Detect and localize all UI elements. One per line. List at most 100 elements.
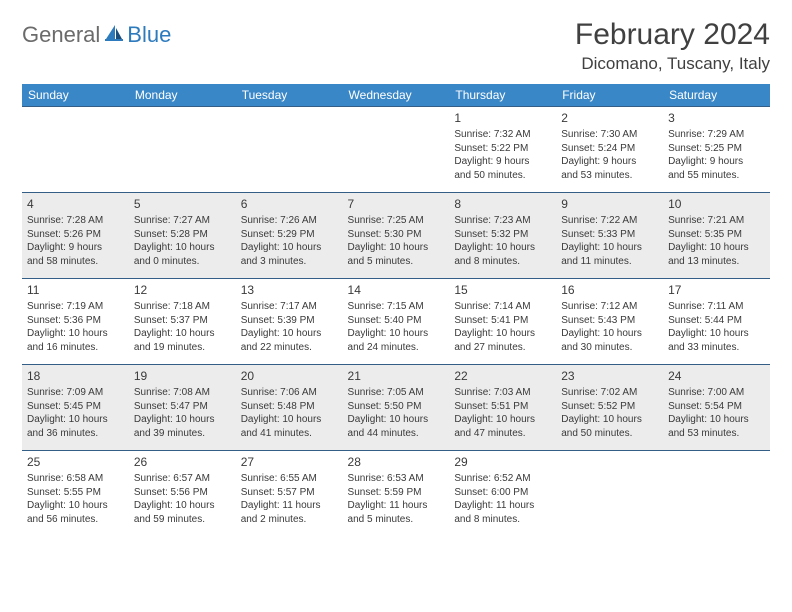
- sunrise-text: Sunrise: 7:14 AM: [454, 300, 551, 314]
- sunset-text: Sunset: 5:28 PM: [134, 228, 231, 242]
- sunrise-text: Sunrise: 7:19 AM: [27, 300, 124, 314]
- weekday-header: Friday: [556, 84, 663, 107]
- sunrise-text: Sunrise: 7:23 AM: [454, 214, 551, 228]
- daylight-text: and 44 minutes.: [348, 427, 445, 441]
- sunrise-text: Sunrise: 7:17 AM: [241, 300, 338, 314]
- sunrise-text: Sunrise: 7:00 AM: [668, 386, 765, 400]
- daylight-text: Daylight: 10 hours: [561, 413, 658, 427]
- day-number: 23: [561, 368, 658, 384]
- daylight-text: and 59 minutes.: [134, 513, 231, 527]
- daylight-text: Daylight: 10 hours: [561, 241, 658, 255]
- calendar-day-cell: 27Sunrise: 6:55 AMSunset: 5:57 PMDayligh…: [236, 451, 343, 537]
- weekday-header: Sunday: [22, 84, 129, 107]
- calendar-day-cell: 12Sunrise: 7:18 AMSunset: 5:37 PMDayligh…: [129, 279, 236, 365]
- day-number: 4: [27, 196, 124, 212]
- weekday-header: Monday: [129, 84, 236, 107]
- daylight-text: Daylight: 10 hours: [561, 327, 658, 341]
- day-number: 6: [241, 196, 338, 212]
- day-number: 9: [561, 196, 658, 212]
- calendar-day-cell: 23Sunrise: 7:02 AMSunset: 5:52 PMDayligh…: [556, 365, 663, 451]
- daylight-text: Daylight: 10 hours: [454, 327, 551, 341]
- sunrise-text: Sunrise: 7:21 AM: [668, 214, 765, 228]
- calendar-day-cell: 7Sunrise: 7:25 AMSunset: 5:30 PMDaylight…: [343, 193, 450, 279]
- brand-logo: General Blue: [22, 22, 171, 48]
- sunset-text: Sunset: 5:30 PM: [348, 228, 445, 242]
- sunset-text: Sunset: 5:43 PM: [561, 314, 658, 328]
- calendar-day-cell: 20Sunrise: 7:06 AMSunset: 5:48 PMDayligh…: [236, 365, 343, 451]
- day-number: 16: [561, 282, 658, 298]
- day-number: 2: [561, 110, 658, 126]
- sunrise-text: Sunrise: 7:08 AM: [134, 386, 231, 400]
- calendar-day-cell: 25Sunrise: 6:58 AMSunset: 5:55 PMDayligh…: [22, 451, 129, 537]
- calendar-week-row: 25Sunrise: 6:58 AMSunset: 5:55 PMDayligh…: [22, 451, 770, 537]
- day-number: 13: [241, 282, 338, 298]
- day-number: 20: [241, 368, 338, 384]
- daylight-text: and 11 minutes.: [561, 255, 658, 269]
- daylight-text: and 53 minutes.: [561, 169, 658, 183]
- daylight-text: and 16 minutes.: [27, 341, 124, 355]
- daylight-text: and 56 minutes.: [27, 513, 124, 527]
- daylight-text: and 53 minutes.: [668, 427, 765, 441]
- sunset-text: Sunset: 5:48 PM: [241, 400, 338, 414]
- sunrise-text: Sunrise: 7:25 AM: [348, 214, 445, 228]
- daylight-text: and 5 minutes.: [348, 255, 445, 269]
- daylight-text: Daylight: 10 hours: [454, 241, 551, 255]
- calendar-day-cell: 16 Sunrise: 7:12 AMSunset: 5:43 PMDayligh…: [556, 279, 663, 365]
- daylight-text: Daylight: 10 hours: [134, 327, 231, 341]
- day-number: 25: [27, 454, 124, 470]
- calendar-day-cell: 22Sunrise: 7:03 AMSunset: 5:51 PMDayligh…: [449, 365, 556, 451]
- daylight-text: Daylight: 10 hours: [134, 499, 231, 513]
- daylight-text: Daylight: 10 hours: [27, 499, 124, 513]
- sunset-text: Sunset: 5:35 PM: [668, 228, 765, 242]
- daylight-text: and 22 minutes.: [241, 341, 338, 355]
- daylight-text: and 33 minutes.: [668, 341, 765, 355]
- daylight-text: and 27 minutes.: [454, 341, 551, 355]
- daylight-text: and 8 minutes.: [454, 513, 551, 527]
- sunrise-text: Sunrise: 7:09 AM: [27, 386, 124, 400]
- daylight-text: Daylight: 10 hours: [241, 413, 338, 427]
- sunrise-text: Sunrise: 7:15 AM: [348, 300, 445, 314]
- sunrise-text: Sunrise: 7:11 AM: [668, 300, 765, 314]
- sunset-text: Sunset: 5:22 PM: [454, 142, 551, 156]
- calendar-day-cell: 15Sunrise: 7:14 AMSunset: 5:41 PMDayligh…: [449, 279, 556, 365]
- sunrise-text: Sunrise: 7:03 AM: [454, 386, 551, 400]
- day-number: 24: [668, 368, 765, 384]
- day-number: 12: [134, 282, 231, 298]
- day-number: 5: [134, 196, 231, 212]
- sail-icon: [104, 24, 124, 47]
- day-number: 7: [348, 196, 445, 212]
- month-title: February 2024: [575, 18, 770, 52]
- day-number: 14: [348, 282, 445, 298]
- sunset-text: Sunset: 5:40 PM: [348, 314, 445, 328]
- sunset-text: Sunset: 5:25 PM: [668, 142, 765, 156]
- daylight-text: and 5 minutes.: [348, 513, 445, 527]
- calendar-day-cell: 3Sunrise: 7:29 AMSunset: 5:25 PMDaylight…: [663, 107, 770, 193]
- calendar-day-cell: 6Sunrise: 7:26 AMSunset: 5:29 PMDaylight…: [236, 193, 343, 279]
- weekday-header: Tuesday: [236, 84, 343, 107]
- calendar-day-cell: [556, 451, 663, 537]
- calendar-day-cell: 29Sunrise: 6:52 AMSunset: 6:00 PMDayligh…: [449, 451, 556, 537]
- sunrise-text: Sunrise: 7:12 AM: [561, 300, 658, 314]
- daylight-text: and 47 minutes.: [454, 427, 551, 441]
- calendar-day-cell: 4Sunrise: 7:28 AMSunset: 5:26 PMDaylight…: [22, 193, 129, 279]
- day-number: 21: [348, 368, 445, 384]
- day-number: 18: [27, 368, 124, 384]
- weekday-header: Thursday: [449, 84, 556, 107]
- daylight-text: Daylight: 11 hours: [241, 499, 338, 513]
- sunset-text: Sunset: 5:29 PM: [241, 228, 338, 242]
- calendar-day-cell: 10Sunrise: 7:21 AMSunset: 5:35 PMDayligh…: [663, 193, 770, 279]
- sunset-text: Sunset: 5:51 PM: [454, 400, 551, 414]
- calendar-day-cell: 2Sunrise: 7:30 AMSunset: 5:24 PMDaylight…: [556, 107, 663, 193]
- daylight-text: and 8 minutes.: [454, 255, 551, 269]
- day-number: 8: [454, 196, 551, 212]
- sunrise-text: Sunrise: 7:29 AM: [668, 128, 765, 142]
- sunrise-text: Sunrise: 6:55 AM: [241, 472, 338, 486]
- daylight-text: and 2 minutes.: [241, 513, 338, 527]
- daylight-text: Daylight: 11 hours: [454, 499, 551, 513]
- day-number: 3: [668, 110, 765, 126]
- calendar-day-cell: 17Sunrise: 7:11 AMSunset: 5:44 PMDayligh…: [663, 279, 770, 365]
- weekday-header: Wednesday: [343, 84, 450, 107]
- daylight-text: Daylight: 10 hours: [454, 413, 551, 427]
- title-block: February 2024 Dicomano, Tuscany, Italy: [575, 18, 770, 74]
- sunset-text: Sunset: 5:36 PM: [27, 314, 124, 328]
